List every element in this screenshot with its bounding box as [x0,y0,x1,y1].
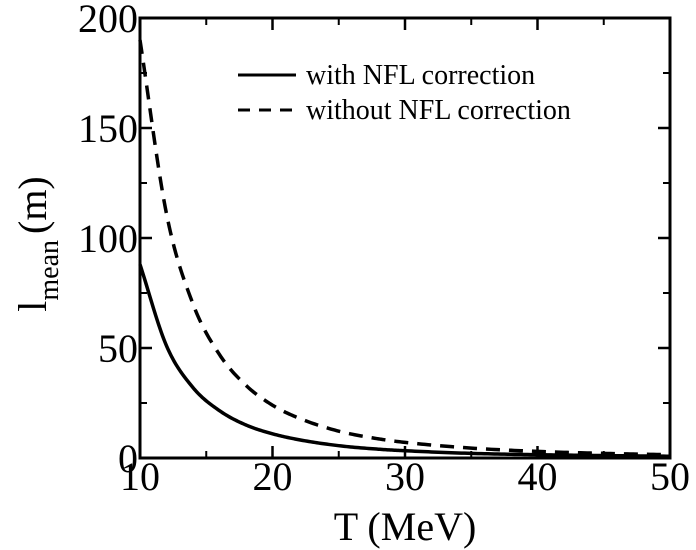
y-tick-label: 150 [78,106,138,151]
plot-frame [138,16,672,460]
series-line-with-nfl [138,263,671,458]
legend: with NFL correction without NFL correcti… [238,60,571,126]
x-tick-label: 30 [385,454,425,499]
y-axis-title: lmean (m) [10,176,65,312]
legend-label-with-nfl: with NFL correction [306,60,535,91]
tick-labels: 10 20 30 40 50 0 50 100 150 200 [78,0,690,499]
x-tick-label: 20 [253,454,293,499]
y-tick-label: 200 [78,0,138,41]
y-tick-label: 100 [78,216,138,261]
x-tick-label: 40 [518,454,558,499]
series-line-without-nfl [138,39,671,457]
y-tick-label: 0 [118,436,138,481]
y-axis-title-unit: (m) [10,176,55,234]
y-axis-title-subscript: mean [34,240,65,301]
legend-label-without-nfl: without NFL correction [306,95,571,126]
y-axis-title-main: l [10,301,55,312]
x-axis-title: T (MeV) [334,504,477,549]
x-tick-label: 50 [650,454,690,499]
series-layer [138,39,671,458]
x-tick-label: 10 [120,454,160,499]
y-tick-label: 50 [98,326,138,371]
